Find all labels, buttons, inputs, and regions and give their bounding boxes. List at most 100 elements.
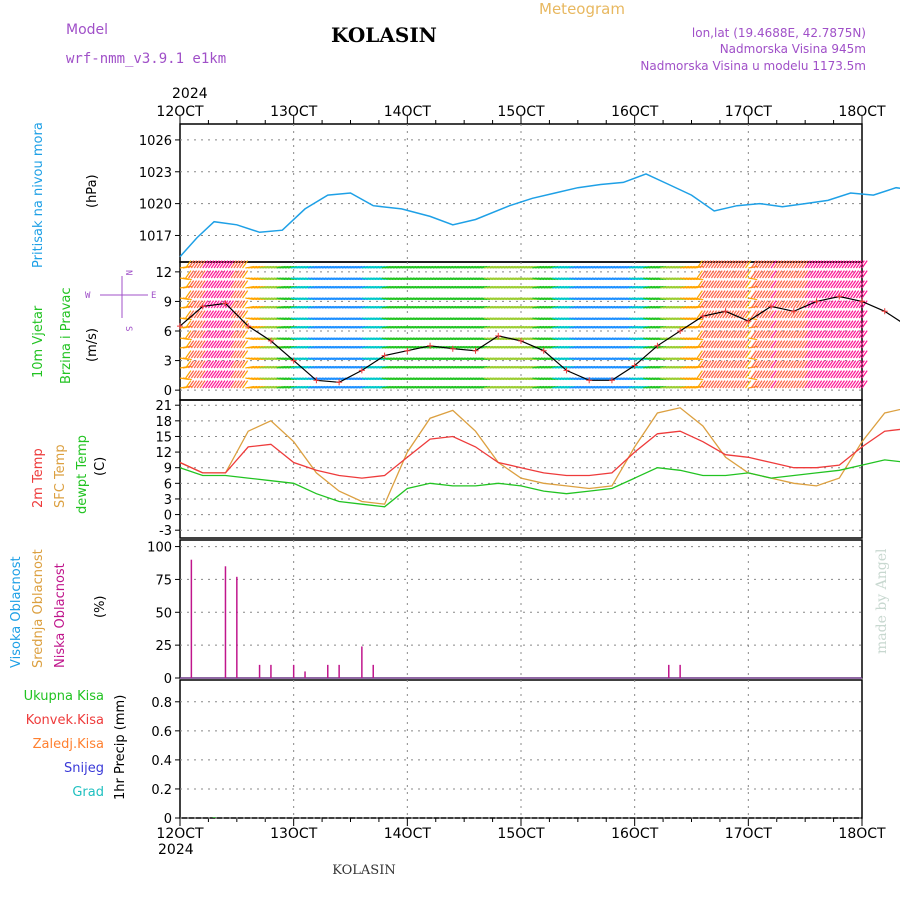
wind-barb (793, 260, 800, 269)
wind-barb (230, 260, 237, 269)
wind-barb (722, 380, 729, 389)
wind-barb (733, 300, 740, 309)
wind-barb (742, 260, 749, 269)
wind-barb (807, 280, 814, 289)
wind-barb (830, 300, 837, 309)
clouds-panel-frame (179, 539, 863, 679)
wind-barb (858, 290, 865, 299)
wind-barb (750, 330, 757, 339)
wind-barb (716, 280, 723, 289)
wind-barb (216, 290, 223, 299)
wind-barb (219, 350, 226, 359)
wind-barb (222, 370, 229, 379)
wind-barb (753, 330, 760, 339)
wind-barb (750, 350, 757, 359)
wind-barb (185, 350, 192, 359)
wind-barb (210, 350, 217, 359)
wind-barb (801, 290, 808, 299)
wind-barb (810, 340, 817, 349)
wind-barb (762, 260, 769, 269)
wind-barb (767, 380, 774, 389)
wind-barb (745, 310, 752, 319)
wind-speed-point (745, 318, 752, 325)
wind-barb (196, 310, 203, 319)
wind-barb (838, 260, 845, 269)
wind-barb (781, 310, 789, 319)
wind-barb (739, 360, 746, 369)
dewpt-temp-line (179, 459, 900, 508)
wind-barb (188, 380, 195, 389)
wind-barb (813, 270, 820, 279)
wind-barb (210, 320, 217, 329)
wind-barb-field (179, 260, 868, 389)
wind-barb (833, 310, 840, 319)
wind-barb (196, 260, 203, 269)
wind-barb (798, 370, 806, 379)
wind-barb (224, 350, 232, 359)
wind-unit: (m/s) (85, 328, 100, 362)
wind-barb (222, 320, 229, 329)
wind-barb (852, 270, 860, 279)
wind-barb (230, 320, 237, 329)
top-time-tick-label: 18OCT (838, 104, 886, 120)
wind-barb (182, 385, 192, 389)
wind-barb (224, 330, 232, 339)
wind-barb (207, 310, 215, 319)
wind-barb (713, 260, 720, 269)
wind-barb (798, 270, 806, 279)
wind-barb (858, 380, 865, 389)
wind-barb (708, 270, 715, 279)
wind-barb (762, 340, 769, 349)
wind-barb (702, 320, 709, 329)
wind-barb (205, 340, 212, 349)
wind-barb (216, 310, 223, 319)
wind-barb (742, 370, 749, 379)
wind-barb (830, 320, 837, 329)
wind-barb (205, 370, 212, 379)
wind-barb (713, 300, 720, 309)
wind-barb (779, 260, 786, 269)
wind-barb (756, 260, 763, 269)
compass-north: N (123, 270, 133, 275)
wind-barb (716, 380, 723, 389)
wind-barb (855, 350, 862, 359)
wind-barb (205, 350, 212, 359)
wind-barb (748, 325, 758, 329)
wind-barb (705, 290, 712, 299)
temperature-unit: (C) (93, 457, 108, 476)
wind-barb (833, 330, 840, 339)
wind-barb (725, 340, 732, 349)
wind-barb (779, 360, 786, 369)
wind-barb (855, 270, 862, 279)
wind-barb (230, 340, 237, 349)
wind-barb (855, 260, 862, 269)
wind-barb (813, 260, 820, 269)
wind-barb (818, 280, 826, 289)
y-tick-label: 3 (164, 493, 172, 508)
wind-barb (745, 350, 752, 359)
wind-barb (745, 340, 752, 349)
wind-barb (713, 330, 720, 339)
wind-label-1: 10m Vjetar (31, 305, 46, 378)
wind-barb (759, 280, 766, 289)
wind-barb (742, 330, 749, 339)
precip-legend-item: Zaledj.Kisa (33, 737, 104, 752)
wind-barb (742, 310, 749, 319)
wind-barb (719, 300, 726, 309)
wind-barb (202, 350, 209, 359)
wind-barb (847, 320, 854, 329)
precip-unit: 1hr Precip (mm) (113, 695, 128, 800)
wind-barb (770, 360, 777, 369)
wind-barb (207, 320, 215, 329)
wind-speed-point (563, 367, 570, 374)
wind-barb (725, 280, 732, 289)
wind-barb (227, 340, 234, 349)
cloud-mid-label: Srednja Oblacnost (31, 549, 46, 668)
wind-barb (770, 290, 777, 299)
wind-barb (787, 260, 794, 269)
wind-barb (193, 330, 200, 339)
wind-speed-point (540, 347, 547, 354)
wind-barb (776, 280, 783, 289)
wind-barb (224, 380, 232, 389)
wind-barb (770, 350, 777, 359)
